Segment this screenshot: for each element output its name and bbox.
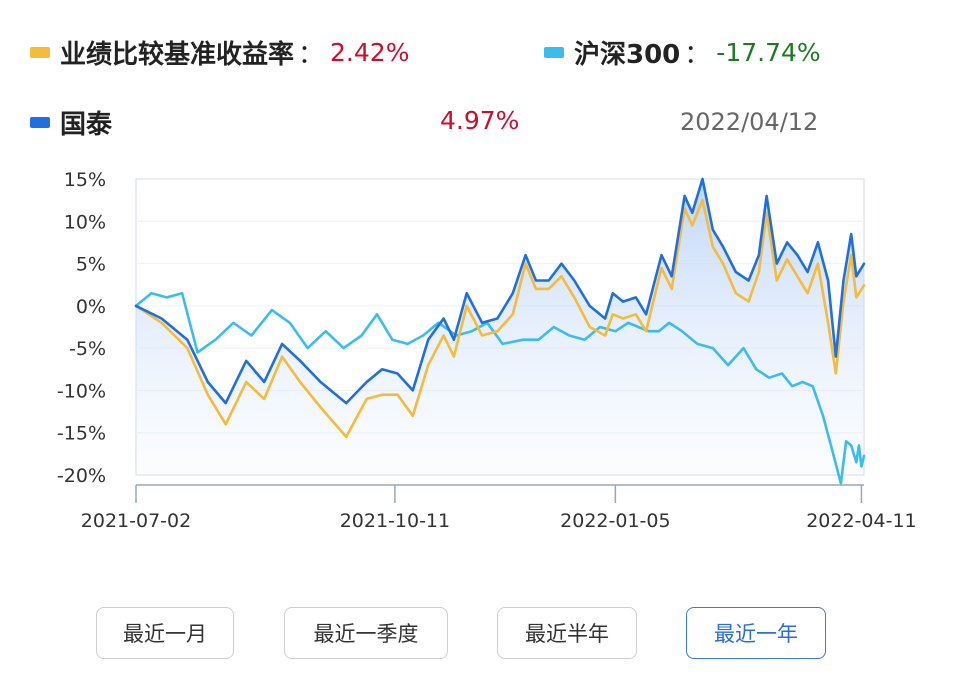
series-line-2 bbox=[134, 291, 866, 485]
index-value: -17.74% bbox=[716, 38, 821, 67]
range-button-6m[interactable]: 最近半年 bbox=[497, 607, 637, 659]
benchmark-swatch bbox=[30, 47, 50, 58]
series-line-0 bbox=[134, 177, 866, 405]
series-line-1 bbox=[134, 198, 866, 439]
index-swatch bbox=[544, 47, 564, 58]
range-button-3m[interactable]: 最近一季度 bbox=[284, 607, 448, 659]
y-tick-label: -20% bbox=[57, 465, 106, 487]
y-tick-label: 0% bbox=[76, 296, 106, 318]
legend-benchmark: 业绩比较基准收益率 ： 2.42% bbox=[30, 34, 409, 71]
fund-value-wrap: 4.97% bbox=[440, 106, 519, 135]
y-tick-label: -5% bbox=[69, 338, 106, 360]
y-tick-label: -15% bbox=[57, 423, 106, 445]
x-tick-label: 2022-04-11 bbox=[806, 510, 916, 532]
legend-index: 沪深300 ： -17.74% bbox=[544, 34, 821, 71]
index-colon: ： bbox=[684, 40, 711, 70]
y-tick-label: 15% bbox=[64, 169, 106, 191]
y-tick-label: 5% bbox=[76, 254, 106, 276]
range-button-1y[interactable]: 最近一年 bbox=[686, 607, 826, 659]
fund-value: 4.97% bbox=[440, 106, 520, 135]
fund-swatch bbox=[30, 117, 50, 128]
x-tick-label: 2021-07-02 bbox=[81, 510, 191, 532]
benchmark-colon: ： bbox=[298, 40, 325, 70]
x-tick-label: 2021-10-11 bbox=[340, 510, 450, 532]
benchmark-label: 业绩比较基准收益率 bbox=[60, 40, 295, 70]
benchmark-value: 2.42% bbox=[330, 38, 410, 67]
series-layer bbox=[134, 177, 866, 485]
fund-label: 国泰 bbox=[60, 110, 113, 140]
range-button-1m[interactable]: 最近一月 bbox=[96, 607, 234, 659]
y-tick-label: 10% bbox=[64, 211, 106, 233]
x-tick-label: 2022-01-05 bbox=[560, 510, 670, 532]
y-tick-label: -10% bbox=[57, 380, 106, 402]
legend-fund: 国泰 bbox=[30, 104, 112, 141]
chart-date: 2022/04/12 bbox=[680, 108, 819, 136]
index-label: 沪深300 bbox=[574, 40, 681, 70]
axis-layer: 15% 10% 5% 0% -5% -10% -15% -20% 2021-07-02 2021-… bbox=[57, 169, 917, 532]
performance-chart: 15% 10% 5% 0% -5% -10% -15% -20% 2021-07-02 2021-… bbox=[57, 169, 917, 532]
